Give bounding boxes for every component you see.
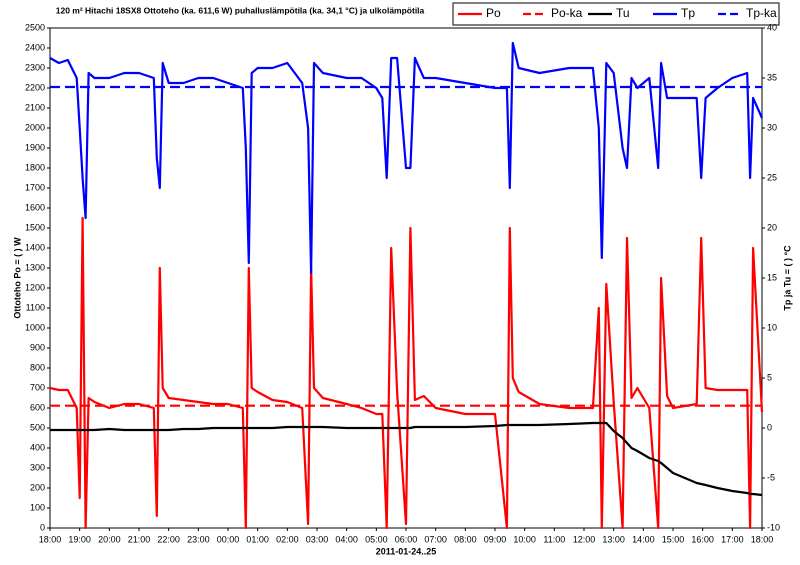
x-tick-label: 13:00: [602, 534, 625, 544]
y-tick-label: 2000: [25, 122, 45, 132]
y-tick-label: 300: [30, 462, 45, 472]
x-tick-label: 21:00: [128, 534, 151, 544]
y-tick-label: 800: [30, 362, 45, 372]
x-tick-label: 03:00: [306, 534, 329, 544]
y-tick-label: 1300: [25, 262, 45, 272]
x-tick-label: 10:00: [513, 534, 536, 544]
x-tick-label: 00:00: [217, 534, 240, 544]
x-tick-label: 15:00: [662, 534, 685, 544]
y-tick-label: 2100: [25, 102, 45, 112]
x-tick-label: 07:00: [424, 534, 447, 544]
y-tick-label: 1000: [25, 322, 45, 332]
y2-tick-label: 30: [767, 122, 777, 132]
y-tick-label: 500: [30, 422, 45, 432]
y2-tick-label: 40: [767, 22, 777, 32]
legend-label: Tp: [681, 6, 695, 20]
y-tick-label: 1700: [25, 182, 45, 192]
y2-tick-label: 5: [767, 372, 772, 382]
legend-label: Tu: [616, 6, 630, 20]
x-tick-label: 18:00: [39, 534, 62, 544]
y2-tick-label: -10: [767, 522, 780, 532]
y-tick-label: 700: [30, 382, 45, 392]
y-tick-label: 200: [30, 482, 45, 492]
y-tick-label: 1800: [25, 162, 45, 172]
y2-tick-label: -5: [767, 472, 775, 482]
legend-label: Tp-ka: [746, 6, 777, 20]
y2-tick-label: 15: [767, 272, 777, 282]
y-tick-label: 900: [30, 342, 45, 352]
y-tick-label: 100: [30, 502, 45, 512]
x-tick-label: 09:00: [484, 534, 507, 544]
y-tick-label: 2500: [25, 22, 45, 32]
y-tick-label: 400: [30, 442, 45, 452]
series-line: [49, 216, 764, 530]
y-tick-label: 1400: [25, 242, 45, 252]
y-tick-label: 0: [40, 522, 45, 532]
y-tick-label: 1600: [25, 202, 45, 212]
y-tick-label: 1100: [26, 302, 45, 312]
x-tick-label: 01:00: [246, 534, 269, 544]
y-tick-label: 1900: [25, 142, 45, 152]
series-line: [50, 421, 763, 497]
x-tick-label: 08:00: [454, 534, 477, 544]
chart-title: 120 m² Hitachi 18SX8 Ottoteho (ka. 611,6…: [56, 5, 425, 15]
y-tick-label: 1200: [25, 282, 45, 292]
x-tick-label: 19:00: [68, 534, 91, 544]
y-tick-label: 2400: [25, 42, 45, 52]
y2-tick-label: 35: [767, 72, 777, 82]
x-tick-label: 02:00: [276, 534, 299, 544]
y-tick-label: 1500: [25, 222, 45, 232]
x-tick-label: 23:00: [187, 534, 210, 544]
x-tick-label: 16:00: [691, 534, 714, 544]
x-tick-label: 18:00: [751, 534, 774, 544]
legend-label: Po: [486, 6, 501, 20]
legend-label: Po-ka: [551, 6, 583, 20]
y2-tick-label: 0: [767, 422, 772, 432]
y2-tick-label: 25: [767, 172, 777, 182]
y2-tick-label: 20: [767, 222, 777, 232]
y-tick-label: 600: [30, 402, 45, 412]
y2-tick-label: 10: [767, 322, 777, 332]
series-line: [49, 41, 764, 275]
x-tick-label: 12:00: [573, 534, 596, 544]
x-tick-label: 06:00: [395, 534, 418, 544]
y-axis-label: Ottoteho Po = ( ) W: [12, 237, 22, 319]
x-axis-label: 2011-01-24..25: [376, 546, 437, 556]
x-tick-label: 04:00: [335, 534, 358, 544]
x-tick-label: 17:00: [721, 534, 744, 544]
x-tick-label: 20:00: [98, 534, 121, 544]
legend-box: [452, 2, 780, 26]
y-tick-label: 2300: [25, 62, 45, 72]
x-tick-label: 05:00: [365, 534, 388, 544]
x-tick-label: 22:00: [157, 534, 180, 544]
x-tick-label: 14:00: [632, 534, 655, 544]
y2-axis-label: Tp ja Tu = ( ) °C: [782, 245, 792, 311]
x-tick-label: 11:00: [543, 534, 565, 544]
y-tick-label: 2200: [25, 82, 45, 92]
